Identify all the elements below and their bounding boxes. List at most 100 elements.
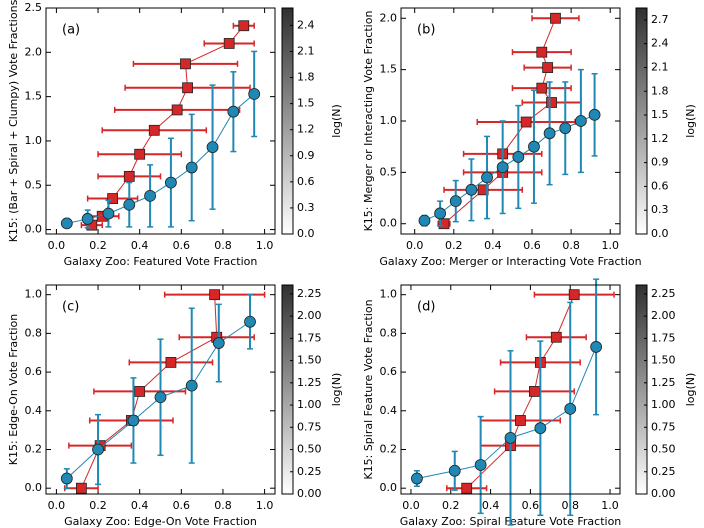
x-tick-label: 0.0 — [48, 239, 66, 252]
y-tick-label: 0.4 — [25, 404, 43, 417]
marker — [590, 341, 603, 353]
colorbar-label: log(N) — [330, 104, 343, 138]
marker — [123, 170, 135, 182]
y-axis-label: K15: Spiral Feature Vote Fraction — [362, 299, 375, 479]
x-tick-label: 0.6 — [522, 499, 540, 512]
plot-frame — [400, 7, 621, 235]
y-tick-label: 1.0 — [380, 114, 398, 127]
marker — [568, 289, 580, 301]
colorbar-tick-label: 2.25 — [297, 287, 322, 300]
marker — [144, 189, 156, 202]
colorbar-tick-label: 2.1 — [651, 60, 669, 73]
marker — [438, 218, 450, 230]
plot-area — [46, 8, 275, 234]
plot-frame — [45, 7, 276, 235]
x-axis-label: Galaxy Zoo: Featured Vote Fraction — [64, 255, 258, 268]
colorbar-tick-label: 1.00 — [651, 398, 676, 411]
marker — [127, 414, 140, 427]
colorbar-tick-label: 1.00 — [297, 398, 322, 411]
colorbar-tick-label: 2.1 — [297, 44, 315, 57]
x-axis-label: Galaxy Zoo: Edge-On Vote Fraction — [64, 515, 257, 528]
y-tick-label: 0.8 — [380, 326, 398, 339]
colorbar-tick-label: 2.00 — [297, 309, 322, 322]
x-tick-label: 0.2 — [442, 499, 460, 512]
marker — [528, 140, 540, 153]
x-tick-label: 0.0 — [48, 499, 66, 512]
marker — [92, 443, 104, 456]
x-tick-label: 0.4 — [131, 239, 149, 252]
marker — [102, 207, 115, 220]
colorbar-tick-label: 0.3 — [297, 201, 315, 214]
colorbar-label: log(N) — [684, 373, 697, 407]
colorbar-tick-label: 1.75 — [297, 331, 322, 344]
marker — [165, 357, 177, 368]
marker — [588, 108, 601, 121]
marker — [148, 124, 160, 136]
y-tick-label: 0.6 — [25, 365, 43, 378]
colorbar-label: log(N) — [684, 104, 697, 138]
marker — [248, 88, 261, 100]
colorbar-tick-label: 0.50 — [651, 443, 676, 456]
marker — [546, 97, 557, 108]
colorbar-tick-label: 0.3 — [651, 203, 669, 216]
x-tick-label: 0.2 — [89, 239, 107, 252]
colorbar-tick-label: 0.75 — [651, 420, 676, 433]
marker — [185, 161, 198, 174]
colorbar — [281, 7, 294, 235]
y-tick-label: 1.0 — [380, 288, 398, 301]
marker — [123, 198, 136, 211]
colorbar-tick-label: 2.4 — [651, 37, 669, 50]
colorbar-tick-label: 0.00 — [297, 487, 322, 500]
marker — [528, 386, 540, 397]
marker — [154, 391, 167, 404]
colorbar-tick-label: 0.9 — [297, 149, 315, 162]
colorbar-tick-label: 1.8 — [297, 71, 315, 84]
y-tick-label: 0.0 — [380, 481, 398, 494]
colorbar-tick-label: 1.25 — [651, 376, 676, 389]
marker — [534, 422, 547, 435]
marker — [559, 122, 572, 135]
marker — [536, 82, 548, 94]
y-tick-label: 0.4 — [380, 404, 398, 417]
marker — [512, 151, 525, 163]
marker — [171, 104, 183, 116]
colorbar-tick-label: 1.2 — [651, 132, 669, 145]
colorbar-tick-label: 1.50 — [297, 354, 322, 367]
x-tick-label: 0.0 — [402, 499, 420, 512]
marker — [574, 115, 587, 127]
y-tick-label: 0.2 — [380, 442, 398, 455]
colorbar-tick-label: 0.00 — [651, 487, 676, 500]
y-axis-label: K15: (Bar + Spiral + Clumpy) Vote Fracti… — [7, 0, 20, 242]
marker — [474, 459, 487, 471]
marker — [465, 183, 478, 196]
x-tick-label: 0.4 — [484, 239, 502, 252]
panel-label: (b) — [417, 23, 435, 38]
marker — [461, 482, 473, 494]
y-tick-label: 0.2 — [25, 442, 43, 455]
y-tick-label: 0.0 — [25, 481, 43, 494]
marker — [223, 38, 235, 49]
marker — [209, 289, 221, 301]
colorbar-tick-label: 0.25 — [651, 465, 676, 478]
panel: 0.0 0.2 0.4 0.6 0.8 1.0 0.0 0.2 0.4 0.6 0.8 1.0 Gala… — [7, 284, 343, 528]
marker — [434, 207, 447, 220]
panel-label: (a) — [62, 23, 80, 38]
x-tick-label: 0.2 — [445, 239, 463, 252]
colorbar-tick-label: 1.50 — [651, 354, 676, 367]
y-tick-label: 0.0 — [25, 223, 43, 236]
marker — [238, 20, 250, 32]
x-tick-label: 1.0 — [601, 239, 619, 252]
panel: 0.0 0.2 0.4 0.6 0.8 1.0 0.0 0.5 1.0 1.5 2.0 Galaxy … — [362, 7, 697, 268]
marker — [542, 62, 554, 73]
y-tick-label: 2.5 — [25, 1, 43, 14]
marker — [411, 472, 423, 485]
colorbar-tick-label: 1.5 — [651, 108, 669, 121]
colorbar-tick-label: 1.25 — [297, 376, 322, 389]
series-line — [443, 18, 556, 225]
x-tick-label: 0.2 — [89, 499, 107, 512]
y-tick-label: 0.0 — [380, 217, 398, 230]
y-tick-label: 2.0 — [25, 45, 43, 58]
panel-label: (d) — [417, 300, 435, 315]
marker — [134, 386, 146, 397]
marker — [520, 116, 532, 128]
